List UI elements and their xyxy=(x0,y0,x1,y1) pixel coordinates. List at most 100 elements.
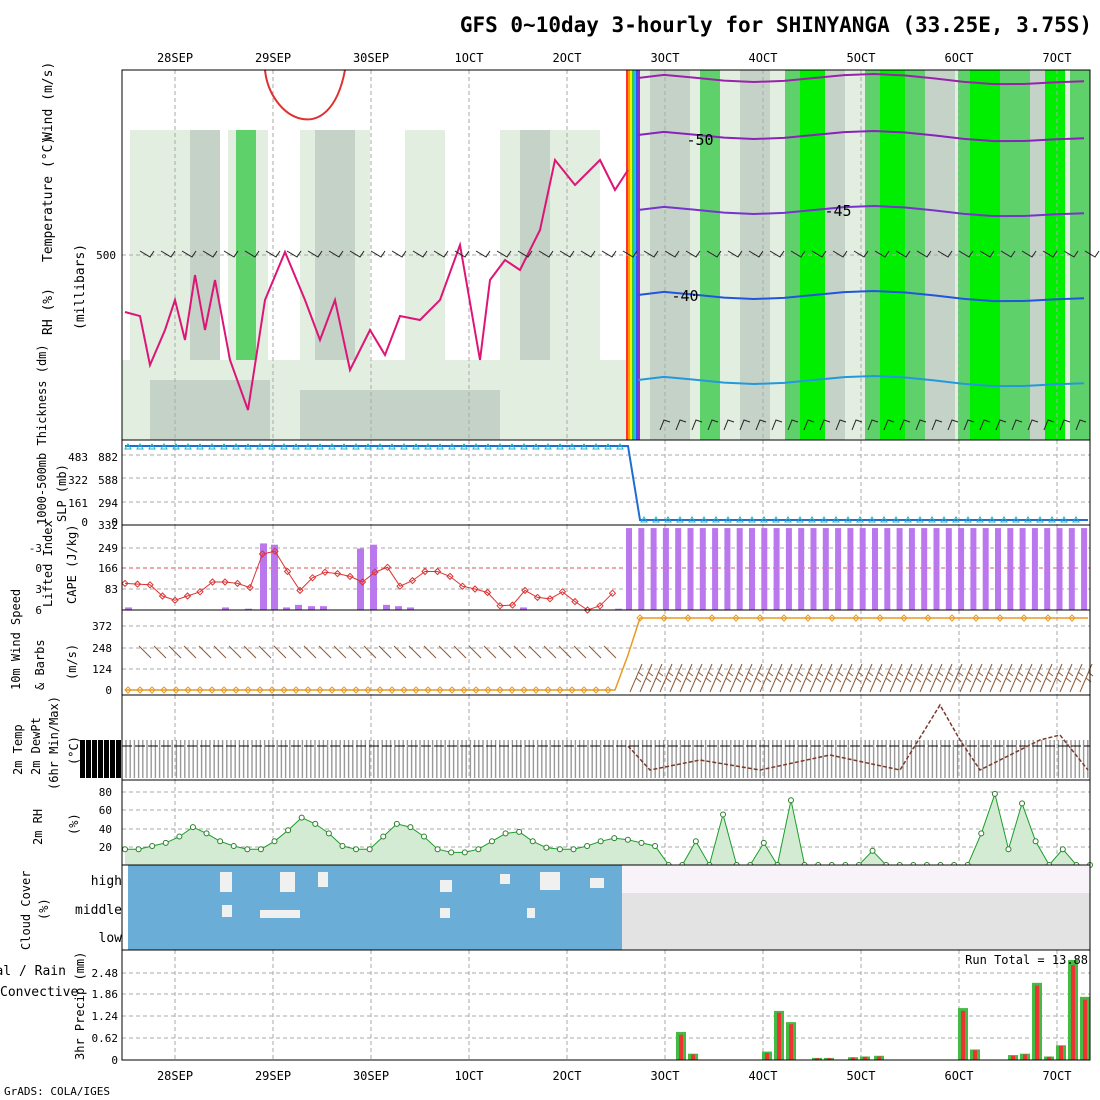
thickness-marker xyxy=(616,443,624,450)
lifted-index-marker xyxy=(321,568,329,576)
wind-barb xyxy=(819,663,834,693)
top-date-axis: 28SEP 29SEP 30SEP 1OCT 2OCT 3OCT 4OCT 5OCT 6OCT 7… xyxy=(157,51,1072,65)
wind-barb xyxy=(1069,663,1084,693)
wind-barb xyxy=(853,250,869,258)
wind-barb xyxy=(328,250,344,258)
wind-barb xyxy=(603,645,617,659)
wind-speed-marker xyxy=(508,686,516,694)
wind-speed-marker xyxy=(124,686,132,694)
wind-speed-marker xyxy=(172,686,180,694)
wind-barb xyxy=(558,645,572,659)
cape-panel: -3 0 3 6 332 249 166 83 xyxy=(29,519,1091,617)
thickness-marker xyxy=(388,443,396,450)
tick-label: 248 xyxy=(92,642,112,655)
wind-barb xyxy=(168,645,182,659)
wind-barb xyxy=(408,645,422,659)
cape-bar xyxy=(958,528,965,610)
wind-barb xyxy=(839,663,854,693)
lifted-index-marker xyxy=(133,580,142,588)
ylabel-precip-a: Total / Rain xyxy=(0,964,66,979)
date-bottom-2OCT: 2OCT xyxy=(553,1069,582,1083)
wind-speed-marker xyxy=(756,614,764,622)
legend-block xyxy=(80,740,85,778)
tick-label: 2.48 xyxy=(92,967,119,980)
wind-barb xyxy=(1039,663,1054,693)
wind-barb xyxy=(969,663,984,693)
wind-barb xyxy=(809,663,824,693)
lifted-index-marker xyxy=(296,586,304,595)
wind-barb xyxy=(273,645,287,659)
rh-shading xyxy=(122,70,1090,440)
seam-band xyxy=(638,70,640,440)
lifted-index-marker xyxy=(358,578,367,586)
wind-barb xyxy=(959,663,974,693)
date-top-5OCT: 5OCT xyxy=(847,51,876,65)
precip-conv-bar xyxy=(691,1054,695,1060)
rh2m-marker xyxy=(353,846,360,853)
thickness-marker xyxy=(568,443,576,450)
ylabel-slp: SLP (mb) xyxy=(55,464,69,522)
cape-bar xyxy=(1019,528,1026,610)
wind-speed-marker xyxy=(424,686,432,694)
lifted-index-marker xyxy=(346,572,354,581)
thickness-marker xyxy=(832,516,840,523)
rh-band xyxy=(1030,70,1045,440)
rh2m-marker xyxy=(135,846,142,853)
precip-conv-bar xyxy=(1059,1045,1063,1060)
wind-barb xyxy=(538,250,554,258)
wind-barb xyxy=(433,250,449,258)
cape-bar xyxy=(520,607,527,610)
thickness-marker xyxy=(964,516,972,523)
tick-label: 60 xyxy=(99,804,112,817)
wind-speed-marker xyxy=(852,614,860,622)
wind-barb xyxy=(915,419,927,431)
cape-bar xyxy=(308,606,315,610)
wind-speed-marker xyxy=(160,686,168,694)
wind-barb xyxy=(580,250,596,258)
cape-bar xyxy=(859,528,866,610)
cloud-gap xyxy=(440,880,452,892)
wind-barb xyxy=(286,250,302,258)
wind-barb xyxy=(138,645,152,659)
wind-barb xyxy=(423,645,437,659)
lifted-index-marker xyxy=(558,588,567,596)
wind-barb xyxy=(348,645,362,659)
run-total: Run Total = 13.88 xyxy=(965,953,1088,967)
thickness-marker xyxy=(688,516,696,523)
wind-barb xyxy=(139,250,155,258)
wind-barb xyxy=(759,663,774,693)
date-top-28SEP: 28SEP xyxy=(157,51,193,65)
tick-label: 161 xyxy=(68,497,88,510)
contour-minus-50 xyxy=(637,129,1085,143)
contour-label: -50 xyxy=(686,131,713,149)
rh2m-marker xyxy=(230,843,237,850)
wind-barb xyxy=(879,663,894,693)
wind-barb xyxy=(883,419,895,431)
cloud-mid-empty xyxy=(622,893,1090,950)
wind-barb xyxy=(749,663,764,693)
thickness-marker xyxy=(844,516,852,523)
rh2m-marker xyxy=(176,833,183,840)
wind-speed-marker xyxy=(388,686,396,694)
thickness-marker xyxy=(376,443,384,450)
lifted-index-marker xyxy=(258,550,267,558)
legend-block xyxy=(98,740,103,778)
thickness-marker xyxy=(232,443,240,450)
ylabel-cape: CAPE (J/kg) xyxy=(65,525,79,604)
thickness-marker xyxy=(736,516,744,523)
tick-label: 0 xyxy=(105,684,112,697)
lifted-index-marker xyxy=(196,588,204,596)
date-top-3OCT: 3OCT xyxy=(651,51,680,65)
thickness-marker xyxy=(796,516,804,523)
temperature-contour-red xyxy=(264,69,346,121)
lifted-index-marker xyxy=(246,583,254,592)
thickness-marker xyxy=(448,443,456,450)
wind-barb xyxy=(719,663,734,693)
wind-barb xyxy=(931,419,943,431)
tick-label: 0 xyxy=(81,516,88,529)
wind-speed-marker xyxy=(544,686,552,694)
wind-barb xyxy=(307,250,323,258)
rh2m-marker xyxy=(787,797,794,804)
rh2m-marker xyxy=(543,844,550,851)
cape-bar xyxy=(626,528,632,610)
